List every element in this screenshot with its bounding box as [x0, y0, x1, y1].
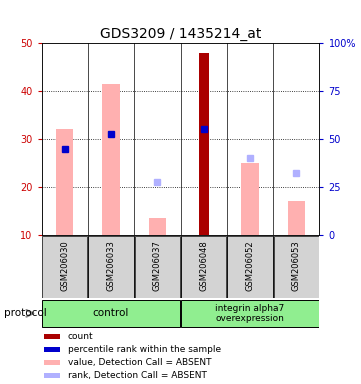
Bar: [44, 373, 60, 378]
Title: GDS3209 / 1435214_at: GDS3209 / 1435214_at: [100, 26, 261, 41]
Text: integrin alpha7
overexpression: integrin alpha7 overexpression: [216, 304, 284, 323]
Text: control: control: [93, 308, 129, 318]
Text: GSM206048: GSM206048: [199, 240, 208, 291]
Bar: [241, 163, 259, 235]
Text: GSM206037: GSM206037: [153, 240, 162, 291]
Bar: [44, 360, 60, 365]
Bar: [102, 84, 120, 235]
Bar: [148, 218, 166, 235]
Bar: [43, 300, 179, 327]
Text: count: count: [68, 332, 93, 341]
Bar: [182, 300, 318, 327]
Bar: [56, 129, 74, 235]
Bar: [181, 236, 226, 298]
Bar: [227, 236, 273, 298]
Text: GSM206033: GSM206033: [106, 240, 116, 291]
Text: GSM206030: GSM206030: [60, 240, 69, 291]
Text: rank, Detection Call = ABSENT: rank, Detection Call = ABSENT: [68, 371, 207, 380]
Bar: [199, 53, 209, 235]
Bar: [44, 347, 60, 352]
Bar: [135, 236, 180, 298]
Bar: [274, 236, 319, 298]
Text: GSM206052: GSM206052: [245, 240, 255, 291]
Bar: [44, 334, 60, 339]
Text: GSM206053: GSM206053: [292, 240, 301, 291]
Bar: [42, 236, 87, 298]
Bar: [88, 236, 134, 298]
Text: protocol: protocol: [4, 308, 46, 318]
Text: value, Detection Call = ABSENT: value, Detection Call = ABSENT: [68, 358, 212, 367]
Text: percentile rank within the sample: percentile rank within the sample: [68, 345, 221, 354]
Bar: [287, 201, 305, 235]
